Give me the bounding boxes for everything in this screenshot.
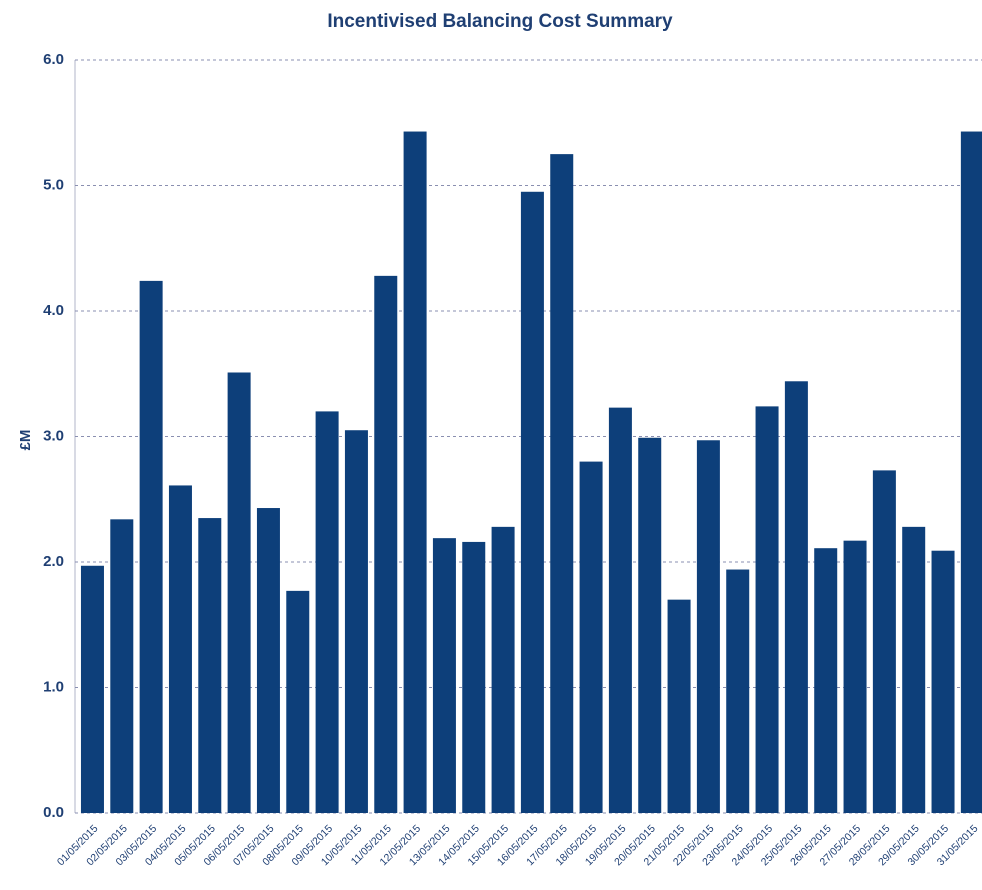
chart-title: Incentivised Balancing Cost Summary	[327, 11, 673, 32]
bar	[227, 372, 251, 813]
bar	[403, 131, 427, 813]
bar	[110, 519, 134, 813]
bar	[432, 538, 456, 813]
y-tick-label: 3.0	[43, 427, 64, 444]
bar	[931, 550, 955, 813]
bar	[139, 280, 163, 813]
y-tick-label: 1.0	[43, 678, 64, 695]
bar	[872, 470, 896, 813]
bar	[579, 461, 603, 813]
y-tick-label: 5.0	[43, 176, 64, 193]
bar	[374, 275, 398, 813]
bar	[696, 440, 720, 813]
bar	[960, 131, 982, 813]
bar	[638, 437, 662, 813]
bar	[814, 548, 838, 813]
bar	[168, 485, 192, 813]
y-tick-label: 4.0	[43, 302, 64, 319]
y-tick-label: 6.0	[43, 51, 64, 68]
bar	[726, 569, 750, 813]
bar	[256, 508, 280, 813]
bar	[550, 154, 574, 813]
bar	[462, 541, 486, 813]
bar	[843, 540, 867, 813]
bar	[344, 430, 368, 813]
bar	[198, 518, 222, 813]
y-tick-label: 0.0	[43, 804, 64, 821]
bar	[315, 411, 339, 813]
y-tick-label: 2.0	[43, 553, 64, 570]
bar	[286, 590, 310, 813]
bar	[755, 406, 779, 813]
y-axis-label: £M	[17, 430, 34, 451]
bar	[80, 565, 104, 813]
bar	[520, 191, 544, 813]
bar	[491, 526, 515, 813]
bar	[667, 599, 691, 813]
bar	[784, 381, 808, 813]
bar	[608, 407, 632, 813]
bar	[902, 526, 926, 813]
